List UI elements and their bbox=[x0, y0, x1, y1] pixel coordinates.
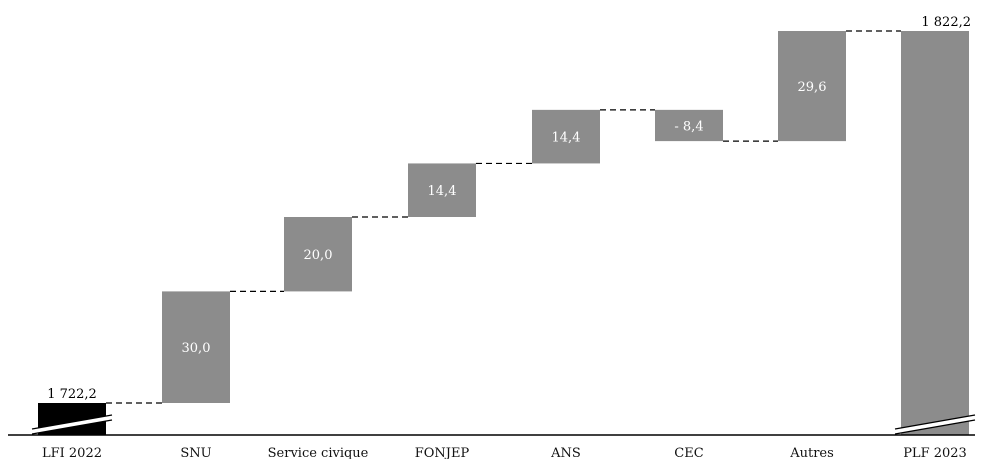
axis-break-gap bbox=[32, 415, 112, 434]
bar-fonjep bbox=[408, 163, 476, 217]
data-label: 30,0 bbox=[182, 341, 211, 356]
data-label: 29,6 bbox=[798, 80, 827, 95]
axis-break-mark bbox=[31, 414, 113, 430]
axis-break-mark bbox=[31, 419, 113, 435]
bar-cec bbox=[655, 109, 723, 142]
data-label: 1 722,2 bbox=[47, 387, 97, 402]
x-tick-label: PLF 2023 bbox=[903, 446, 967, 459]
x-tick-label: FONJEP bbox=[415, 446, 470, 459]
x-tick-label: CEC bbox=[674, 446, 703, 459]
bar-ans bbox=[532, 109, 600, 164]
bar-service-civique bbox=[284, 217, 352, 292]
x-tick-label: Autres bbox=[789, 446, 834, 459]
bar-snu bbox=[162, 291, 230, 403]
x-tick-label: ANS bbox=[550, 446, 581, 459]
axis-break-gap bbox=[895, 415, 975, 434]
x-tick-label: LFI 2022 bbox=[42, 446, 102, 459]
data-label: 14,4 bbox=[428, 184, 457, 199]
data-label: 14,4 bbox=[552, 131, 581, 146]
x-tick-label: SNU bbox=[180, 446, 211, 459]
bar-autres bbox=[778, 31, 846, 142]
axis-break-mark bbox=[894, 414, 976, 430]
x-tick-label: Service civique bbox=[268, 446, 369, 459]
data-label: 1 822,2 bbox=[921, 15, 971, 30]
data-label: - 8,4 bbox=[674, 119, 703, 134]
axis-break-mark bbox=[894, 419, 976, 435]
data-label: 20,0 bbox=[304, 248, 333, 263]
bar-plf-2023 bbox=[901, 31, 969, 435]
